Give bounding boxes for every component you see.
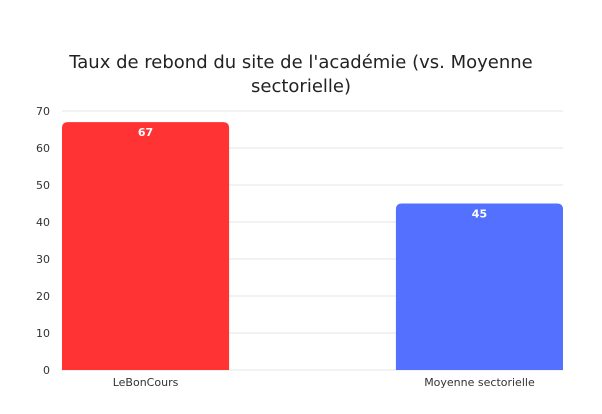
bar-leboncours xyxy=(62,122,230,370)
y-tick-label: 40 xyxy=(36,216,50,229)
y-tick-label: 60 xyxy=(36,142,50,155)
y-tick-label: 30 xyxy=(36,253,50,266)
x-category-label: Moyenne sectorielle xyxy=(424,376,535,389)
y-tick-label: 20 xyxy=(36,290,50,303)
y-tick-label: 0 xyxy=(43,364,50,377)
y-axis-ticks: 0 10 20 30 40 50 60 70 xyxy=(36,105,50,377)
bar-moyenne-sectorielle xyxy=(395,203,563,370)
x-axis-categories: LeBonCours Moyenne sectorielle xyxy=(113,376,535,389)
x-category-label: LeBonCours xyxy=(113,376,179,389)
data-label: 45 xyxy=(472,208,487,221)
y-tick-label: 50 xyxy=(36,179,50,192)
bars xyxy=(62,122,563,370)
chart-title-line-1: Taux de rebond du site de l'académie (vs… xyxy=(68,52,533,73)
y-tick-label: 10 xyxy=(36,327,50,340)
data-label: 67 xyxy=(138,126,153,139)
data-labels: 67 45 xyxy=(138,126,487,220)
y-tick-label: 70 xyxy=(36,105,50,118)
chart-title-line-2: sectorielle) xyxy=(251,76,351,97)
